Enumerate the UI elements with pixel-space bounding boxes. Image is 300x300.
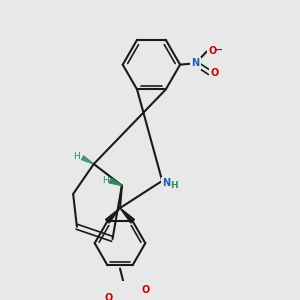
Text: H: H [73,152,80,161]
Text: H: H [102,176,108,185]
Text: O: O [141,285,149,295]
Polygon shape [120,208,134,223]
Text: N: N [162,178,170,188]
Text: O: O [208,46,216,56]
Text: N: N [191,58,200,68]
Polygon shape [106,208,120,223]
Text: O: O [105,293,113,300]
Polygon shape [109,178,122,186]
Text: −: − [213,45,223,55]
Text: O: O [211,68,219,77]
Text: H: H [170,182,178,190]
